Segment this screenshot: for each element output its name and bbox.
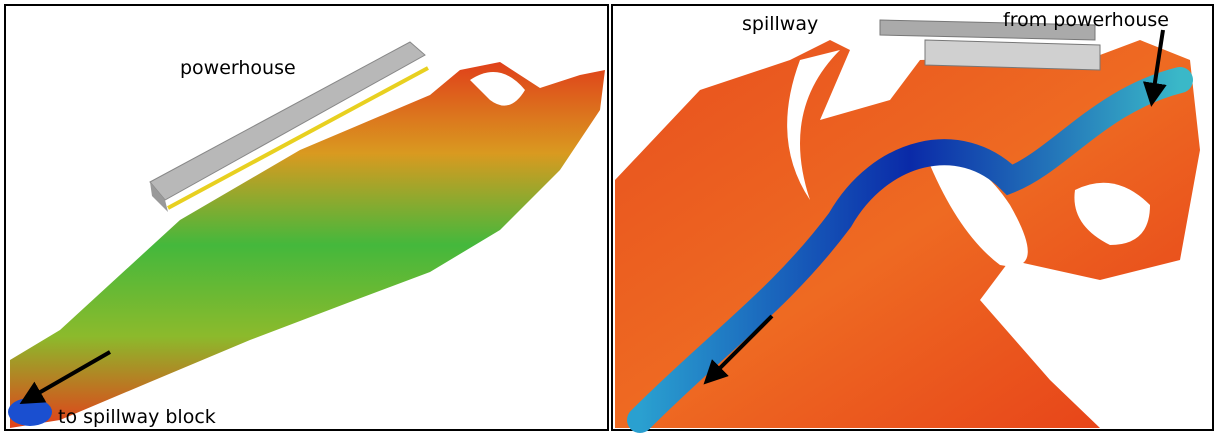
label: to spillway block — [58, 406, 216, 428]
deep-spot — [8, 398, 52, 426]
page: powerhouse to spillway block spillway fr… — [0, 0, 1218, 433]
figure: powerhouse to spillway block spillway fr… — [0, 0, 1218, 433]
label: powerhouse — [180, 57, 296, 79]
powerhouse-structure — [925, 40, 1100, 70]
label: from powerhouse — [1003, 9, 1169, 31]
label: spillway — [742, 13, 818, 35]
